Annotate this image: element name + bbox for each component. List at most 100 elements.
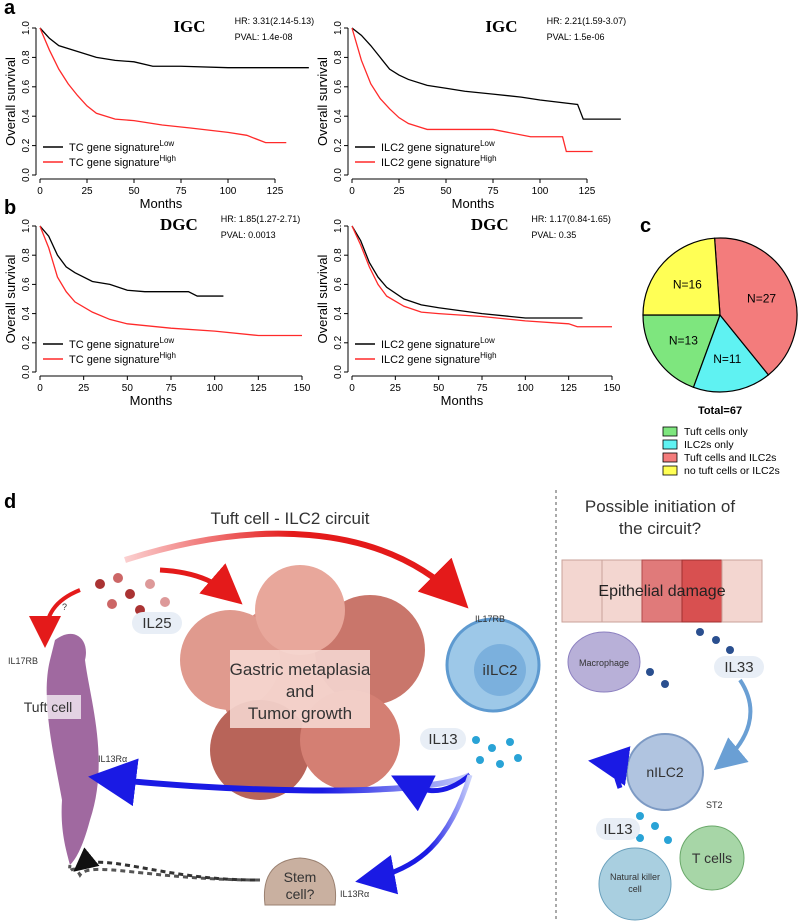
panel-label: d <box>4 491 16 513</box>
y-axis-label: Overall survival <box>315 254 330 343</box>
arrow <box>73 847 256 882</box>
legend-sup: High <box>480 351 496 360</box>
x-tick-label: 125 <box>250 383 267 394</box>
il33: IL33 <box>724 659 753 676</box>
legend-sup: Low <box>480 336 495 345</box>
survival-curve <box>39 27 309 69</box>
pie-slice <box>642 237 721 316</box>
survival-curve <box>351 27 621 120</box>
arrow <box>159 563 243 605</box>
annotation: PVAL: 0.35 <box>531 230 576 240</box>
y-tick-label: 0.6 <box>21 79 32 93</box>
slice-label: N=27 <box>747 292 776 306</box>
annotation: PVAL: 1.4e-08 <box>235 32 293 42</box>
slice-label: N=13 <box>669 334 698 348</box>
tuft-il13r: IL13Rα <box>98 754 127 764</box>
stem-cell <box>263 857 337 906</box>
x-axis-label: Months <box>130 393 173 408</box>
x-tick-label: 75 <box>165 383 177 394</box>
legend-entry: ILC2 gene signatureHigh <box>381 351 497 366</box>
y-tick-label: 0.8 <box>21 248 32 262</box>
legend-name: ILC2 gene signature <box>381 157 480 169</box>
legend-entry: Tuft cells and ILC2s <box>684 452 776 464</box>
x-tick-label: 75 <box>175 186 187 197</box>
il13: IL13 <box>428 731 457 748</box>
x-tick-label: 0 <box>37 186 43 197</box>
y-tick-label: 0.6 <box>333 277 344 291</box>
panel-label: b <box>4 197 16 219</box>
x-tick-label: 0 <box>37 383 43 394</box>
il13-dots <box>472 736 522 768</box>
diagram-title: Tuft cell - ILC2 circuit <box>210 509 369 528</box>
arrow <box>355 774 473 895</box>
y-tick-label: 0.6 <box>333 79 344 93</box>
legend-entry: TC gene signatureHigh <box>69 351 176 366</box>
legend-entry: ILC2 gene signatureLow <box>381 336 495 351</box>
survival-curve <box>39 225 302 337</box>
x-tick-label: 50 <box>440 186 452 197</box>
pie-slice <box>642 314 721 389</box>
y-tick-label: 0.4 <box>21 109 32 123</box>
y-tick-label: 0.8 <box>333 50 344 64</box>
label-bg <box>230 650 370 728</box>
survival-curve <box>351 27 593 153</box>
legend-entry: no tuft cells or ILC2s <box>684 465 780 477</box>
y-tick-label: 1.0 <box>333 219 344 233</box>
chart-title: IGC <box>173 17 205 36</box>
legend-entry: ILC2 gene signatureLow <box>381 139 495 154</box>
x-tick-label: 150 <box>604 383 621 394</box>
legend-name: ILC2 gene signature <box>381 354 480 366</box>
chart-title: DGC <box>160 215 198 234</box>
annotation: HR: 3.31(2.14-5.13) <box>235 16 315 26</box>
y-tick-label: 0.2 <box>21 335 32 349</box>
x-tick-label: 150 <box>294 383 311 394</box>
diagram-title: the circuit? <box>619 519 701 538</box>
survival-curve <box>351 225 612 328</box>
tumor-label: and <box>286 682 314 701</box>
nk-cell-label: Natural killer <box>610 872 660 882</box>
y-tick-label: 1.0 <box>333 21 344 35</box>
iilc2-receptor: IL17RB <box>475 614 505 624</box>
legend-sup: High <box>160 351 176 360</box>
survival-curve <box>39 225 224 297</box>
x-tick-label: 75 <box>487 186 499 197</box>
arrow <box>124 530 469 609</box>
x-tick-label: 50 <box>128 186 140 197</box>
legend-swatch <box>662 452 678 463</box>
x-tick-label: 125 <box>267 186 284 197</box>
y-tick-label: 0.2 <box>333 138 344 152</box>
panel-label: a <box>4 0 16 19</box>
epithelial-damage: Epithelial damage <box>598 583 725 600</box>
chart-title: IGC <box>485 17 517 36</box>
tuft-cell-label: Tuft cell <box>24 699 73 715</box>
legend-swatch <box>662 465 678 476</box>
y-tick-label: 0.8 <box>333 248 344 262</box>
nk-cell <box>598 847 672 921</box>
question: ? <box>62 602 67 612</box>
pie-slice <box>692 313 770 393</box>
x-tick-label: 25 <box>81 186 93 197</box>
annotation: HR: 1.17(0.84-1.65) <box>531 214 611 224</box>
legend-entry: TC gene signatureHigh <box>69 154 176 169</box>
stem-receptor: IL13Rα <box>340 889 369 899</box>
legend-sup: Low <box>160 336 175 345</box>
legend-sup: Low <box>480 139 495 148</box>
survival-curve <box>39 27 287 144</box>
arrow <box>29 588 81 648</box>
il25: IL25 <box>142 615 171 632</box>
arrow <box>588 746 631 789</box>
arrow <box>713 678 753 771</box>
diagram-title: Possible initiation of <box>585 497 736 516</box>
x-tick-label: 125 <box>579 186 596 197</box>
annotation: HR: 2.21(1.59-3.07) <box>547 16 627 26</box>
y-tick-label: 0.4 <box>333 306 344 320</box>
x-axis-label: Months <box>441 393 484 408</box>
annotation: PVAL: 0.0013 <box>221 230 276 240</box>
il33-dots <box>646 628 734 688</box>
x-tick-label: 100 <box>220 186 237 197</box>
y-tick-label: 0.4 <box>333 109 344 123</box>
legend-sup: Low <box>160 139 175 148</box>
x-axis-label: Months <box>452 196 495 211</box>
il25-dots <box>95 573 170 615</box>
